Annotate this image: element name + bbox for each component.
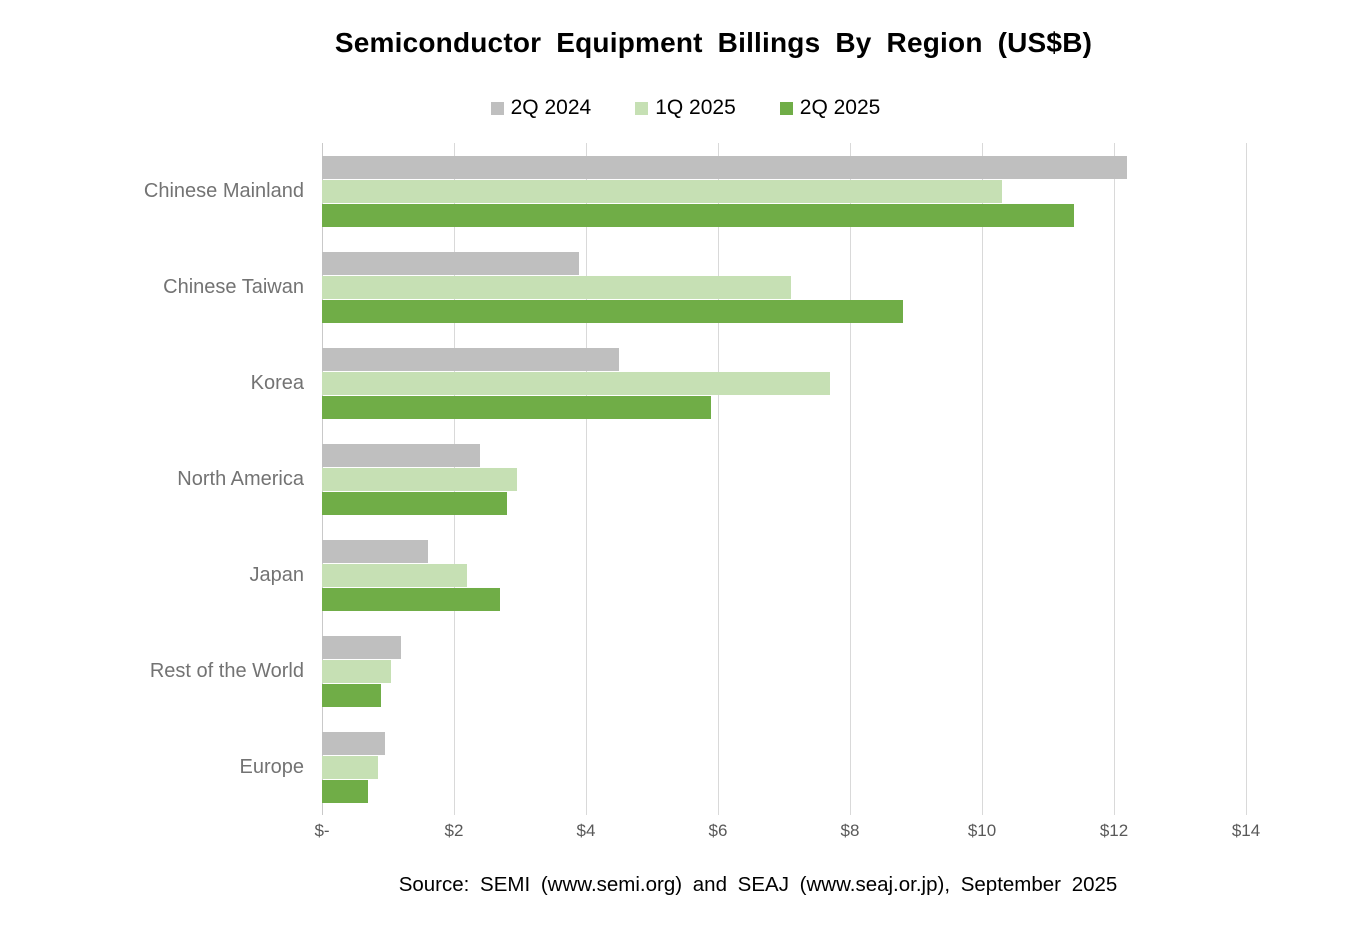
bar-2q-2025-japan: [322, 587, 501, 611]
bar-group-rest-of-the-world: [322, 623, 1246, 719]
x-tick-label: $4: [576, 821, 596, 840]
legend-item-1q-2025: 1Q 2025: [635, 96, 736, 120]
bar-group-chinese-mainland: [322, 143, 1246, 239]
source-note: Source: SEMI (www.semi.org) and SEAJ (ww…: [398, 873, 1118, 896]
x-tick-label: $-: [314, 821, 330, 840]
gridline: [850, 143, 851, 815]
x-tick-label: $10: [967, 821, 997, 840]
bar-2q-2024-north-america: [322, 443, 481, 467]
category-label-japan: Japan: [249, 563, 305, 586]
legend-item-2q-2025: 2Q 2025: [779, 96, 881, 120]
bar-2q-2025-north-america: [322, 491, 507, 515]
gridline: [718, 143, 719, 815]
legend-item-2q-2024: 2Q 2024: [490, 96, 592, 120]
bar-group-chinese-taiwan: [322, 239, 1246, 335]
x-tick-label: $14: [1231, 821, 1261, 840]
bar-2q-2025-chinese-taiwan: [322, 299, 903, 323]
bar-2q-2024-rest-of-the-world: [322, 635, 402, 659]
bar-2q-2025-korea: [322, 395, 712, 419]
x-tick-label: $6: [708, 821, 728, 840]
bar-groups: [322, 143, 1246, 815]
bar-1q-2025-europe: [322, 755, 379, 779]
category-label-rest-of-the-world: Rest of the World: [149, 659, 304, 682]
bar-2q-2024-japan: [322, 539, 428, 563]
legend-swatch-icon: [635, 101, 649, 115]
x-tick-label: $2: [444, 821, 464, 840]
x-tick-label: $12: [1099, 821, 1129, 840]
bar-2q-2024-chinese-mainland: [322, 155, 1128, 179]
legend-swatch-icon: [490, 101, 504, 115]
chart-title: Semiconductor Equipment Billings By Regi…: [334, 27, 1093, 58]
gridline: [982, 143, 983, 815]
bar-1q-2025-japan: [322, 563, 468, 587]
bar-group-north-america: [322, 431, 1246, 527]
bar-1q-2025-north-america: [322, 467, 517, 491]
gridline: [1246, 143, 1247, 815]
gridline: [586, 143, 587, 815]
gridline: [1114, 143, 1115, 815]
x-tick-label: $8: [840, 821, 860, 840]
bar-group-korea: [322, 335, 1246, 431]
legend-label: 2Q 2024: [510, 96, 592, 119]
legend-label: 1Q 2025: [655, 96, 736, 119]
chart-area: Chinese Mainland Chinese Taiwan Korea North…: [0, 143, 1371, 841]
bar-group-europe: [322, 719, 1246, 815]
bar-group-japan: [322, 527, 1246, 623]
bar-1q-2025-chinese-taiwan: [322, 275, 791, 299]
chart-legend: 2Q 2024 1Q 2025 2Q 2025: [0, 96, 1371, 120]
category-label-north-america: North America: [177, 467, 304, 490]
bar-2q-2024-chinese-taiwan: [322, 251, 580, 275]
legend-swatch-icon: [779, 101, 793, 115]
value-axis: $- $2 $4 $6 $8 $10 $12 $14: [314, 815, 1260, 841]
bar-2q-2025-chinese-mainland: [322, 203, 1075, 227]
category-axis: Chinese Mainland Chinese Taiwan Korea North…: [0, 143, 322, 815]
category-label-chinese-mainland: Chinese Mainland: [143, 179, 304, 202]
bar-2q-2025-europe: [322, 779, 369, 803]
bar-2q-2024-korea: [322, 347, 619, 371]
category-label-chinese-taiwan: Chinese Taiwan: [163, 275, 304, 298]
category-label-europe: Europe: [239, 755, 305, 778]
bar-1q-2025-korea: [322, 371, 831, 395]
category-label-korea: Korea: [250, 371, 304, 394]
bar-2q-2025-rest-of-the-world: [322, 683, 382, 707]
bar-2q-2024-europe: [322, 731, 385, 755]
plot-area: [322, 143, 1247, 815]
legend-label: 2Q 2025: [799, 96, 881, 119]
bar-1q-2025-rest-of-the-world: [322, 659, 392, 683]
bar-1q-2025-chinese-mainland: [322, 179, 1002, 203]
